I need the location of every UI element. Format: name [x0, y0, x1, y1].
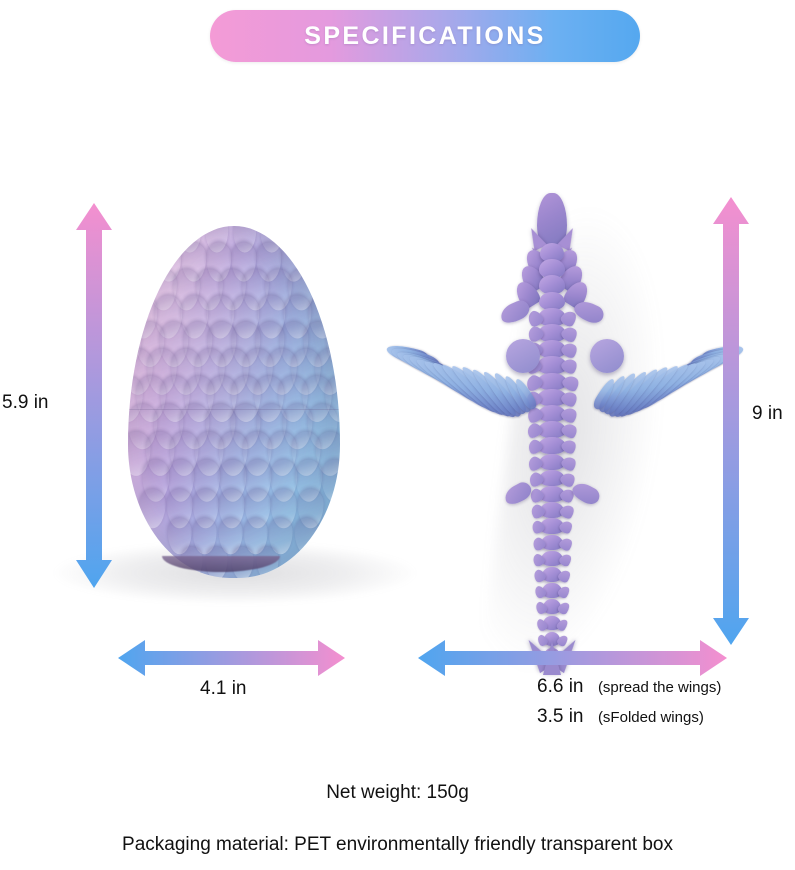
- dragon-spine-segment: [539, 243, 565, 262]
- footer-specs: Net weight: 150g Packaging material: PET…: [0, 782, 795, 856]
- dragon-spine-segment: [540, 518, 564, 534]
- dragon-width-folded-value: 3.5 in: [537, 706, 584, 727]
- dragon-spine-segment: [537, 405, 567, 422]
- dragon-spine-segment: [541, 550, 563, 566]
- egg-width-label: 4.1 in: [200, 678, 247, 699]
- dragon-spine-segment: [542, 599, 562, 614]
- dragon-height-label: 9 in: [752, 403, 783, 424]
- dragon-width-spread-note: (spread the wings): [597, 679, 722, 696]
- dragon-spine-segment: [539, 275, 565, 294]
- dragon-wing-shoulder: [590, 339, 624, 373]
- dragon-spine-segment: [537, 372, 567, 390]
- dragon-wing-shoulder: [506, 339, 540, 373]
- dragon-width-folded-row: 3.5 in (sFolded wings): [537, 706, 704, 728]
- dimension-arrows-layer: [0, 70, 795, 770]
- dragon-spine-segment: [540, 534, 564, 550]
- dragon-width-folded-note: (sFolded wings): [597, 709, 704, 726]
- dimension-arrow-horizontal-egg-width: [118, 640, 345, 676]
- dragon-spine-segment: [538, 437, 566, 454]
- dragon-spine-segment: [538, 453, 566, 470]
- product-stage: 5.9 in 4.1 in 9 in 6.6 in (spread the wi…: [0, 70, 795, 770]
- egg-seam-line: [128, 409, 340, 411]
- packaging-material-text: Packaging material: PET environmentally …: [122, 834, 673, 855]
- dragon-spine-segment: [537, 388, 567, 406]
- dragon-egg-figure: [55, 220, 415, 620]
- dragon-spine-segment: [538, 307, 566, 326]
- dimension-arrow-vertical-dragon-height: [713, 197, 749, 645]
- dragon-spine-segment: [539, 259, 565, 278]
- dragon-egg-icon: [128, 226, 340, 578]
- dimension-arrow-horizontal-dragon-width: [418, 640, 727, 676]
- dragon-width-spread-row: 6.6 in (spread the wings): [537, 676, 721, 698]
- dragon-head: [537, 193, 567, 247]
- dimension-arrow-vertical-egg-height: [76, 203, 112, 588]
- net-weight-text: Net weight: 150g: [326, 782, 469, 803]
- dragon-spine-segment: [537, 356, 567, 374]
- dragon-wing-right: [588, 325, 746, 421]
- dragon-spine-segment: [539, 486, 565, 502]
- dragon-spine-segment: [537, 421, 567, 438]
- dragon-spine-segment: [539, 502, 565, 518]
- dragon-spine-segment: [538, 469, 566, 486]
- dragon-spine-segment: [537, 340, 567, 358]
- page-title-banner: SPECIFICATIONS: [210, 10, 640, 62]
- egg-height-label: 5.9 in: [2, 392, 49, 413]
- dragon-spine-segment: [541, 567, 563, 582]
- dragon-width-spread-value: 6.6 in: [537, 676, 584, 697]
- dragon-spine-segment: [538, 324, 566, 342]
- page-title: SPECIFICATIONS: [304, 21, 546, 50]
- crystal-dragon-figure: [384, 185, 746, 695]
- egg-base-shadow: [162, 556, 280, 572]
- dragon-spine-segment: [538, 291, 566, 310]
- dragon-spine-segment: [542, 583, 562, 598]
- dragon-wing-left: [384, 325, 542, 421]
